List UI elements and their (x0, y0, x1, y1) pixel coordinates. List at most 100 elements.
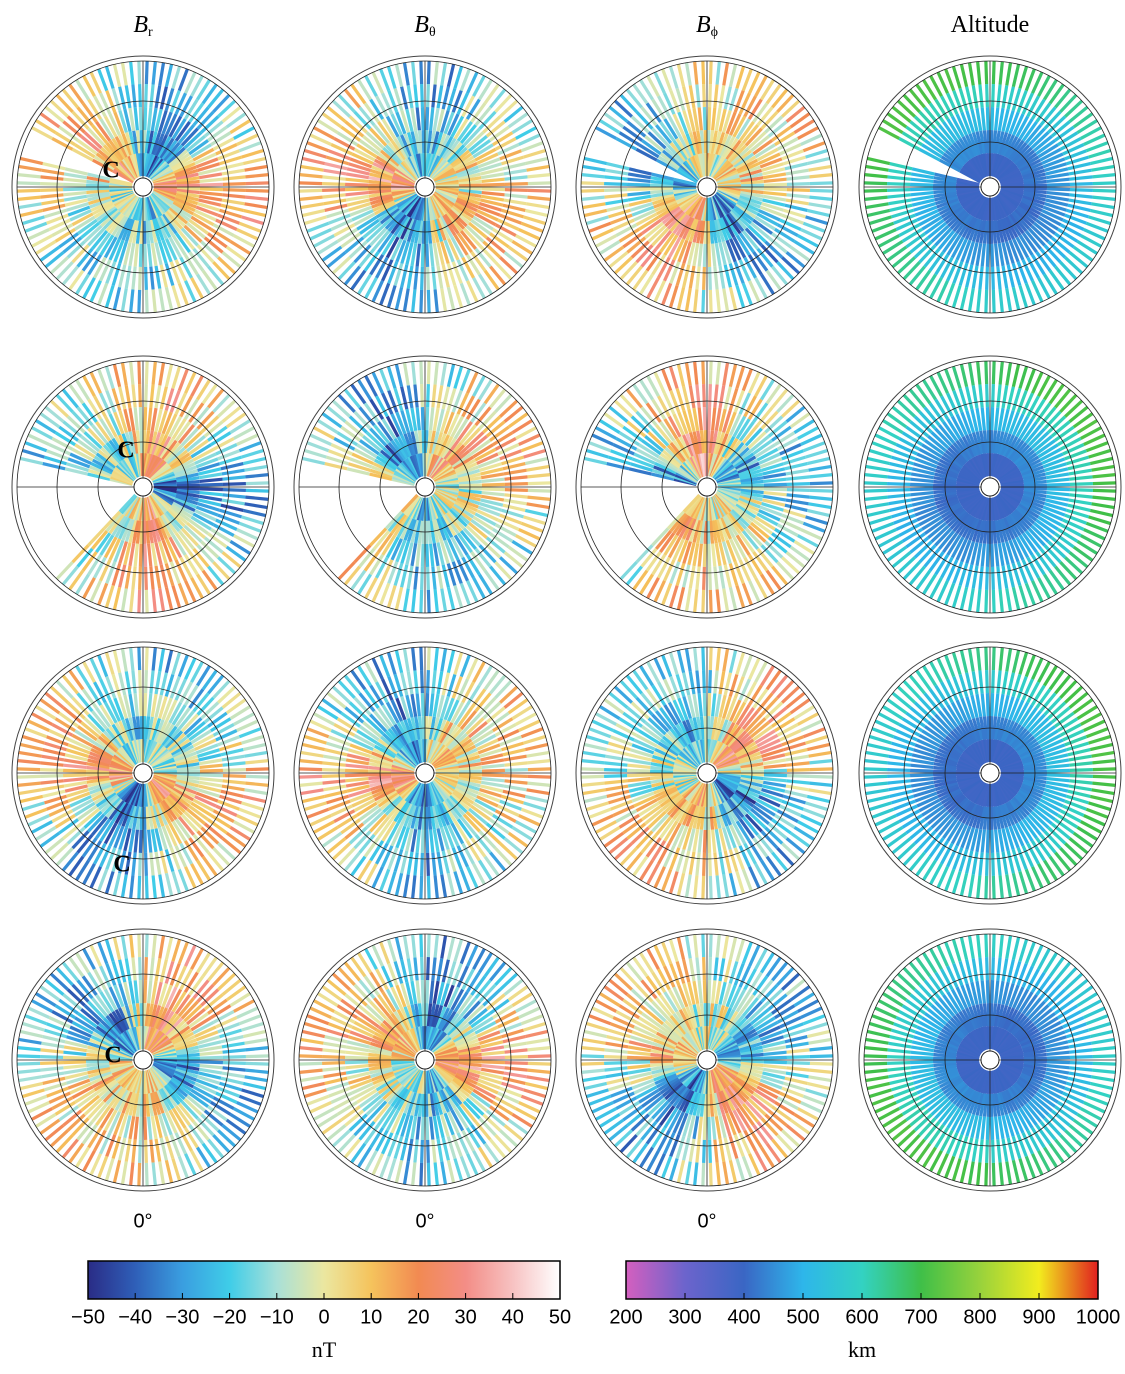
track-segment (75, 273, 90, 295)
track-segment (971, 265, 979, 289)
track-segment (128, 219, 137, 243)
track-segment (1011, 63, 1021, 88)
track-segment (520, 807, 544, 819)
polar-panel (858, 355, 1122, 619)
track-segment (420, 84, 424, 108)
track-segment (212, 137, 235, 151)
track-segment (55, 561, 74, 581)
track-segment (715, 589, 721, 613)
track-segment (439, 135, 454, 158)
track-segment (695, 566, 701, 590)
track-segment (702, 543, 707, 568)
track-segment (786, 475, 810, 481)
track-segment (599, 240, 621, 255)
track-segment (1085, 441, 1109, 453)
track-segment (909, 187, 934, 192)
track-segment (965, 217, 978, 240)
track-segment (219, 508, 243, 519)
track-segment (445, 212, 463, 233)
track-segment (868, 515, 892, 526)
column-title-main: B (133, 12, 148, 38)
track-segment (1046, 490, 1070, 497)
track-segment (177, 124, 195, 144)
polar-panel: C (11, 355, 275, 619)
track-segment (420, 106, 425, 131)
track-segment (425, 829, 430, 854)
track-segment (154, 385, 162, 409)
track-segment (718, 265, 726, 289)
track-segment (682, 850, 691, 874)
track-segment (1015, 115, 1030, 138)
track-segment (1067, 462, 1091, 471)
track-segment (887, 193, 911, 199)
track-segment (192, 147, 215, 162)
track-segment (701, 361, 706, 385)
track-segment (299, 781, 323, 787)
track-segment (365, 224, 385, 243)
track-segment (159, 215, 175, 237)
track-segment (936, 280, 949, 303)
track-segment (1006, 86, 1015, 110)
track-segment (1069, 482, 1093, 486)
track-segment (221, 405, 242, 423)
track-segment (217, 149, 240, 161)
track-segment (217, 399, 237, 418)
track-segment (369, 254, 385, 276)
track-segment (158, 288, 166, 312)
track-segment (1069, 488, 1093, 492)
track-segment (356, 215, 378, 231)
track-segment (527, 195, 551, 201)
track-segment (985, 106, 990, 131)
track-segment (111, 387, 122, 411)
track-segment (673, 177, 697, 187)
track-segment (478, 79, 493, 101)
track-segment (990, 406, 995, 431)
track-segment (97, 449, 118, 467)
track-segment (68, 83, 85, 105)
track-segment (112, 649, 122, 674)
track-segment (468, 135, 488, 153)
track-segment (390, 238, 403, 261)
track-segment (1024, 230, 1042, 250)
track-segment (111, 215, 127, 237)
track-segment (382, 209, 402, 228)
track-segment (888, 498, 912, 506)
track-segment (457, 195, 481, 206)
track-segment (159, 672, 168, 696)
track-segment (77, 139, 98, 156)
track-segment (95, 232, 112, 253)
track-segment (196, 544, 215, 564)
track-segment (322, 175, 346, 181)
track-segment (1008, 139, 1025, 161)
track-segment (735, 118, 751, 140)
track-segment (909, 120, 930, 138)
track-segment (19, 156, 44, 166)
track-segment (1068, 168, 1092, 176)
track-segment (344, 822, 365, 840)
track-segment (440, 648, 448, 672)
pole (697, 177, 717, 197)
track-segment (158, 409, 168, 433)
track-segment (979, 220, 987, 244)
track-segment (707, 406, 712, 431)
track-segment (504, 768, 528, 772)
track-segment (985, 384, 989, 408)
track-segment (183, 131, 203, 150)
track-segment (17, 195, 41, 201)
track-segment (306, 221, 330, 233)
track-segment (424, 520, 429, 545)
track-segment (200, 540, 220, 559)
track-segment (299, 188, 323, 193)
track-segment (222, 488, 246, 492)
track-segment (300, 202, 324, 210)
track-segment (501, 155, 525, 166)
track-segment (306, 441, 330, 453)
track-segment (996, 131, 1005, 155)
track-segment (154, 85, 162, 109)
track-segment (934, 193, 958, 202)
track-segment (81, 251, 98, 272)
track-segment (451, 261, 463, 284)
track-segment (805, 515, 829, 526)
track-segment (207, 265, 225, 286)
track-segment (108, 513, 125, 535)
